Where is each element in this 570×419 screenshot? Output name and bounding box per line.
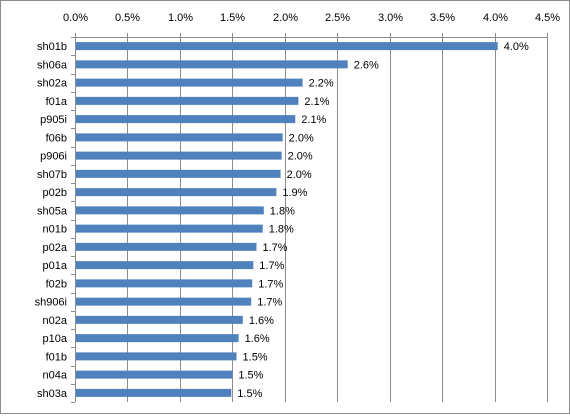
x-tick-label: 3.0% [378, 12, 403, 24]
bar-p02b [76, 188, 277, 197]
data-label: 2.0% [289, 132, 314, 144]
category-label: f01b [46, 351, 67, 363]
data-label: 2.2% [309, 78, 334, 90]
bars [76, 42, 498, 397]
data-label: 2.0% [288, 151, 313, 163]
category-label: f02b [46, 278, 67, 290]
data-label: 2.6% [354, 59, 379, 71]
data-label: 1.7% [262, 242, 287, 254]
x-tick-label: 4.5% [535, 12, 560, 24]
bar-p02a [76, 242, 257, 251]
bar-sh07b [76, 169, 281, 178]
bar-f01b [76, 352, 237, 361]
category-label: p905i [40, 114, 67, 126]
bar-p906i [76, 151, 282, 160]
category-label: p10a [43, 333, 68, 345]
data-label: 1.5% [243, 351, 268, 363]
x-tick-label: 1.0% [168, 12, 193, 24]
bar-n02a [76, 315, 243, 324]
category-label: sh06a [37, 59, 68, 71]
category-label: sh02a [37, 78, 68, 90]
data-label: 2.0% [287, 169, 312, 181]
category-label: p01a [43, 260, 68, 272]
bar-n04a [76, 370, 233, 379]
data-label: 1.8% [270, 205, 295, 217]
data-label: 1.5% [238, 370, 263, 382]
data-label: 2.1% [301, 114, 326, 126]
x-tick-label: 2.0% [273, 12, 298, 24]
data-label: 1.8% [269, 224, 294, 236]
category-label: n01b [43, 224, 67, 236]
data-label: 1.7% [258, 278, 283, 290]
bar-sh05a [76, 206, 264, 215]
data-label: 1.9% [282, 187, 307, 199]
bar-sh906i [76, 297, 252, 306]
x-tick-label: 0.0% [63, 12, 88, 24]
bar-f01a [76, 96, 299, 105]
axes [71, 33, 548, 403]
data-label: 2.1% [304, 96, 329, 108]
category-label: sh906i [35, 297, 67, 309]
data-label: 1.7% [257, 297, 282, 309]
x-tick-label: 3.5% [430, 12, 455, 24]
data-label: 1.7% [259, 260, 284, 272]
category-label: n04a [43, 370, 68, 382]
bar-p10a [76, 334, 239, 343]
category-label: p02b [43, 187, 67, 199]
x-tick-label: 4.0% [483, 12, 508, 24]
category-label: sh05a [37, 205, 68, 217]
data-label: 1.5% [237, 388, 262, 400]
bar-sh01b [76, 42, 498, 51]
x-tick-label: 0.5% [115, 12, 140, 24]
category-label: sh03a [37, 388, 68, 400]
category-label: f01a [46, 96, 68, 108]
bar-f06b [76, 133, 283, 142]
data-label: 1.6% [245, 333, 270, 345]
category-label: p02a [43, 242, 68, 254]
bar-sh06a [76, 60, 348, 69]
bar-sh02a [76, 78, 303, 87]
category-label: p906i [40, 151, 67, 163]
labels: 0.0% 0.5% 1.0% 1.5% 2.0% 2.5% 3.0% 3.5% 4.0% 4.5%… [35, 12, 561, 400]
bar-n01b [76, 224, 263, 233]
category-label: sh07b [37, 169, 67, 181]
bar-p905i [76, 115, 296, 124]
bar-sh03a [76, 388, 232, 397]
bar-p01a [76, 261, 254, 270]
x-tick-label: 2.5% [325, 12, 350, 24]
category-label: sh01b [37, 41, 67, 53]
x-tick-label: 1.5% [220, 12, 245, 24]
data-label: 1.6% [249, 315, 274, 327]
bar-f02b [76, 279, 253, 288]
data-label: 4.0% [504, 41, 529, 53]
category-label: n02a [43, 315, 68, 327]
category-label: f06b [46, 132, 67, 144]
